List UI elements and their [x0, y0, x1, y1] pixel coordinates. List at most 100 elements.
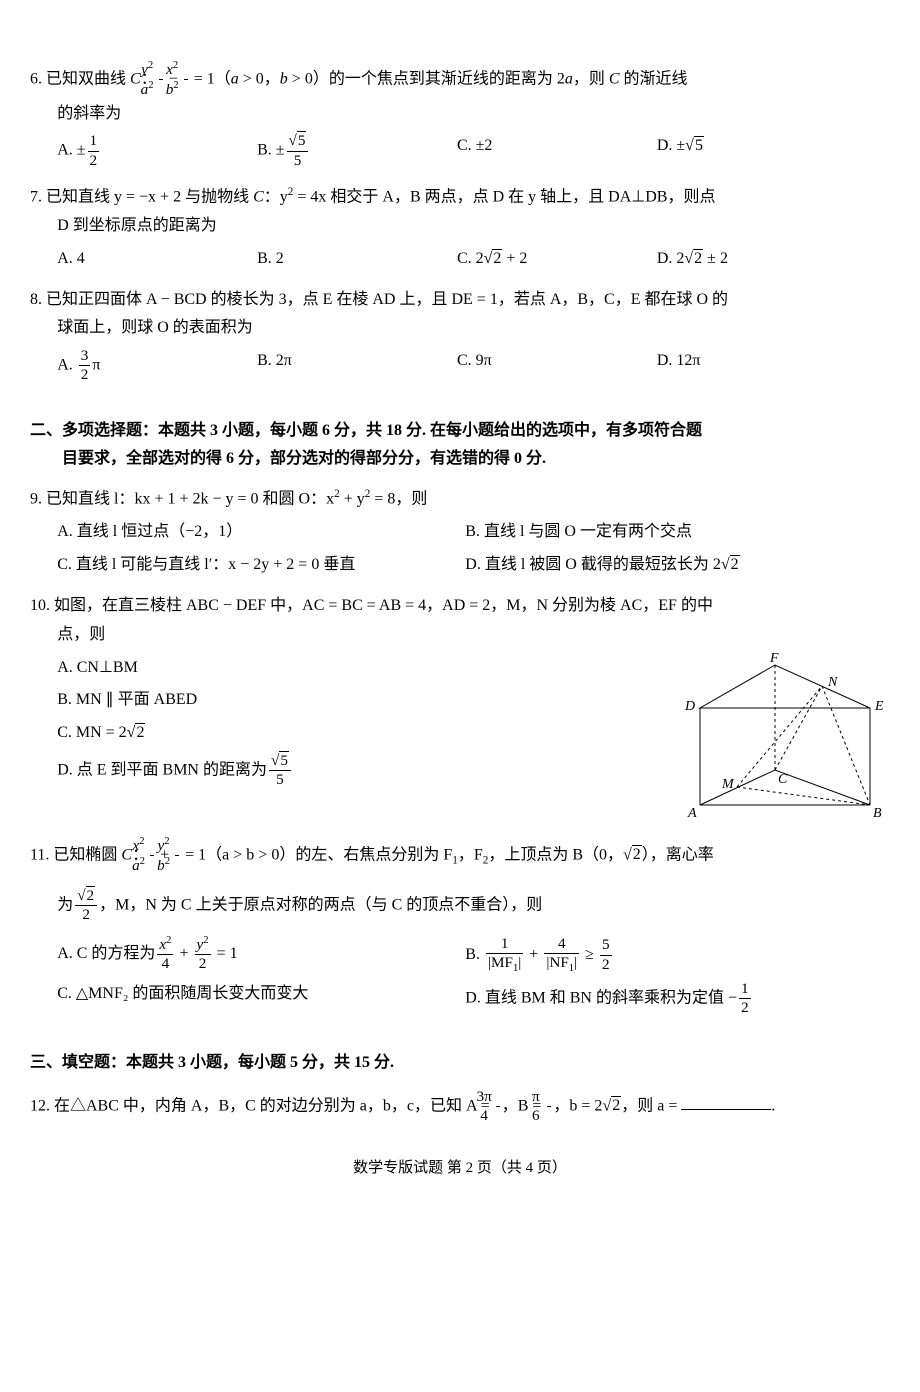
question-9: 9. 已知直线 l：kx + 1 + 2k − y = 0 和圆 O：x2 + …	[30, 484, 890, 584]
q6-a: a	[231, 70, 239, 87]
q12-B-num: π	[547, 1088, 551, 1107]
q7-d-pre: D. 2	[657, 250, 685, 267]
q10-stem-line1: 10. 如图，在直三棱柱 ABC − DEF 中，AC = BC = AB = …	[30, 592, 890, 621]
q11-t5: ，上顶点为 B（0，	[488, 846, 623, 863]
q9-opt-a: A. 直线 l 恒过点（−2，1）	[57, 518, 465, 547]
q8-stem-line1: 8. 已知正四面体 A − BCD 的棱长为 3，点 E 在棱 AD 上，且 D…	[30, 286, 890, 315]
q10-label-B: B	[873, 806, 882, 820]
q6-C: C	[130, 70, 141, 87]
q11-b-n3: 5	[600, 936, 612, 955]
q11-t3: = 1（a > b > 0）的左、右焦点分别为 F	[181, 846, 452, 863]
q11-opt-b: B. 1|MF1| + 4|NF1| ≥ 52	[465, 935, 873, 976]
q6-t6: ，则	[573, 70, 609, 87]
sec2-line1: 二、多项选择题：本题共 3 小题，每小题 6 分，共 18 分. 在每小题给出的…	[30, 417, 890, 446]
q8-a-pre: A.	[57, 357, 77, 374]
q6-stem-line1: 6. 已知双曲线 C：y2a2 − x2b2 = 1（a > 0，b > 0）的…	[30, 60, 890, 100]
q7-opt-b: B. 2	[257, 245, 457, 274]
q7-t3: = 4x 相交于 A，B 两点，点 D 在 y 轴上，且 DA⊥DB，则点	[293, 188, 715, 205]
q6-b-num: 5	[297, 131, 307, 149]
q12-num: 12.	[30, 1097, 50, 1114]
q7-opt-d: D. 2√2 ± 2	[657, 245, 857, 274]
q10-opt-c: C. MN = 2√2	[57, 719, 664, 748]
sec2-line2: 目要求，全部选对的得 6 分，部分选对的得部分分，有选错的得 0 分.	[30, 445, 890, 474]
q8-a-post: π	[92, 357, 100, 374]
q9-d-pre: D. 直线 l 被圆 O 截得的最短弦长为 2	[465, 556, 721, 573]
q11-t1: 已知椭圆	[53, 846, 121, 863]
q6-C2: C	[609, 70, 620, 87]
q11-b-d3: 2	[600, 956, 612, 974]
q10-c-rad: 2	[135, 723, 145, 741]
q9-opt-b: B. 直线 l 与圆 O 一定有两个交点	[465, 518, 873, 547]
q11-b-d2e: |	[574, 954, 577, 971]
q6-opt-d: D. ±√5	[657, 132, 857, 169]
q8-opt-a: A. 32π	[57, 347, 257, 384]
q9-num: 9.	[30, 491, 42, 508]
q6-y: y	[141, 61, 148, 78]
q6-options: A. ±12 B. ±√55 C. ±2 D. ±√5	[30, 132, 890, 173]
q10-d-den: 5	[269, 771, 291, 789]
question-10: 10. 如图，在直三棱柱 ABC − DEF 中，AC = BC = AB = …	[30, 592, 890, 828]
q10-opt-b: B. MN ∥ 平面 ABED	[57, 686, 664, 715]
q11-a-plus: +	[175, 945, 192, 962]
q7-t2: ：y	[264, 188, 288, 205]
q10-options: A. CN⊥BM B. MN ∥ 平面 ABED C. MN = 2√2 D. …	[30, 654, 670, 794]
q7-options: A. 4 B. 2 C. 2√2 + 2 D. 2√2 ± 2	[30, 245, 890, 278]
q11-a-d1: 4	[157, 955, 173, 973]
q11-opt-c: C. △MNF₂ 的面积随周长变大而变大	[57, 980, 465, 1017]
q8-opt-b: B. 2π	[257, 347, 457, 384]
q11-opt-d: D. 直线 BM 和 BN 的斜率乘积为定值 −12	[465, 980, 873, 1017]
q12-stem: 12. 在△ABC 中，内角 A，B，C 的对边分别为 a，b，c，已知 A =…	[30, 1088, 890, 1125]
q7-opt-a: A. 4	[57, 245, 257, 274]
q10-label-F: F	[769, 651, 779, 666]
q9-options: A. 直线 l 恒过点（−2，1） B. 直线 l 与圆 O 一定有两个交点 C…	[30, 518, 890, 584]
q7-t1: 已知直线 y = −x + 2 与抛物线	[46, 188, 253, 205]
q11-a-post: = 1	[213, 945, 238, 962]
q11-rad2a: 2	[632, 845, 642, 863]
q10-num: 10.	[30, 597, 50, 614]
q11-l2a: 为	[57, 897, 73, 914]
q11-options: A. C 的方程为x24 + y22 = 1 B. 1|MF1| + 4|NF1…	[30, 935, 890, 1022]
q11-b-d1e: |	[518, 954, 521, 971]
q11-b-pre: B.	[465, 946, 484, 963]
q7-c-rad: 2	[492, 249, 502, 267]
q12-t1: 在△ABC 中，内角 A，B，C 的对边分别为 a，b，c，已知 A =	[54, 1097, 494, 1114]
q11-d-pre: D. 直线 BM 和 BN 的斜率乘积为定值 −	[465, 989, 737, 1006]
q10-d-pre: D. 点 E 到平面 BMN 的距离为	[57, 761, 267, 778]
q11-d-den: 2	[739, 999, 751, 1017]
q9-t1: 已知直线 l：kx + 1 + 2k − y = 0 和圆 O：x	[46, 491, 334, 508]
q6-frac2: x2b2	[184, 60, 188, 100]
q6-t7: 的渐近线	[620, 70, 688, 87]
section-3-header: 三、填空题：本题共 3 小题，每小题 5 分，共 15 分.	[30, 1049, 890, 1078]
q10-b-post: 平面 ABED	[118, 691, 198, 708]
q7-stem-line1: 7. 已知直线 y = −x + 2 与抛物线 C：y2 = 4x 相交于 A，…	[30, 182, 890, 212]
q11-b-ge: ≥	[581, 946, 598, 963]
q10-d-num: 5	[279, 751, 289, 769]
q7-c-pre: C. 2	[457, 250, 484, 267]
q9-stem: 9. 已知直线 l：kx + 1 + 2k − y = 0 和圆 O：x2 + …	[30, 484, 890, 514]
q6-t4: > 0，	[239, 70, 280, 87]
q11-b-d1: |MF	[488, 954, 513, 971]
q10-label-A: A	[687, 806, 697, 820]
question-8: 8. 已知正四面体 A − BCD 的棱长为 3，点 E 在棱 AD 上，且 D…	[30, 286, 890, 389]
q7-opt-c: C. 2√2 + 2	[457, 245, 657, 274]
q11-stem-line2: 为√22，M，N 为 C 上关于原点对称的两点（与 C 的顶点不重合），则	[30, 887, 890, 924]
q6-num: 6.	[30, 70, 42, 87]
q9-opt-c: C. 直线 l 可能与直线 l′：x − 2y + 2 = 0 垂直	[57, 551, 465, 580]
q8-a-num: 3	[79, 347, 91, 366]
question-6: 6. 已知双曲线 C：y2a2 − x2b2 = 1（a > 0，b > 0）的…	[30, 60, 890, 174]
q6-b-den: 5	[287, 152, 309, 170]
q6-t1: 已知双曲线	[46, 70, 130, 87]
q7-d-rad: 2	[693, 249, 703, 267]
q10-label-E: E	[874, 699, 884, 714]
q12-A-den: 4	[496, 1107, 500, 1125]
q6-a-num: 1	[88, 132, 100, 151]
q7-d-post: ± 2	[703, 250, 728, 267]
q12-B-den: 6	[547, 1107, 551, 1125]
q8-a-den: 2	[79, 366, 91, 384]
q12-blank[interactable]	[681, 1093, 771, 1110]
q11-b-d2: |NF	[546, 954, 568, 971]
q9-opt-d: D. 直线 l 被圆 O 截得的最短弦长为 2√2	[465, 551, 873, 580]
section-2-header: 二、多项选择题：本题共 3 小题，每小题 6 分，共 18 分. 在每小题给出的…	[30, 417, 890, 475]
q10-label-N: N	[827, 675, 838, 690]
q10-figure: F N D E M C A B	[680, 650, 890, 820]
